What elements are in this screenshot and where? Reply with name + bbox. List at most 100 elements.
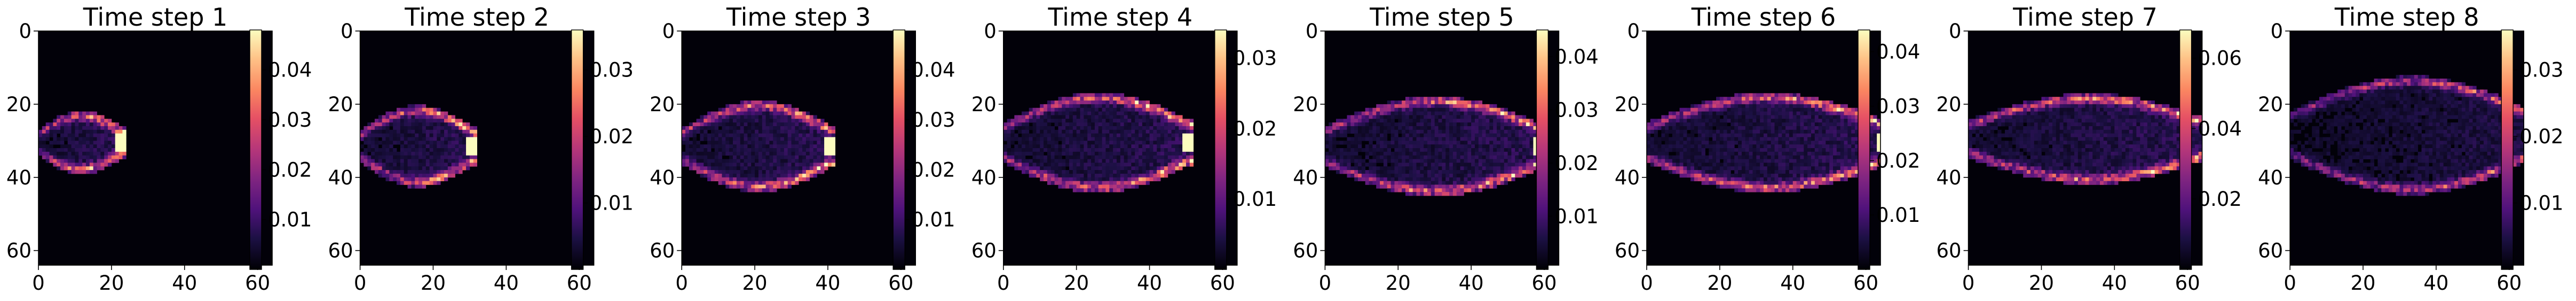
heatmap-cell	[1434, 141, 1439, 145]
heatmap-cell	[1124, 173, 1128, 178]
heatmap-cell	[1398, 119, 1402, 123]
heatmap-cell	[108, 155, 112, 159]
heatmap-cell	[1044, 166, 1048, 171]
heatmap-cell	[1124, 151, 1128, 156]
heatmap-cell	[437, 122, 441, 127]
heatmap-cell	[1105, 184, 1110, 189]
heatmap-cell	[371, 163, 375, 167]
heatmap-cell	[1380, 122, 1384, 127]
heatmap-cell	[1164, 144, 1168, 149]
heatmap-cell	[777, 115, 781, 119]
heatmap-cell	[1489, 144, 1494, 149]
heatmap-cell	[1054, 129, 1058, 134]
heatmap-cell	[1500, 122, 1505, 127]
heatmap-cell	[1076, 119, 1080, 123]
heatmap-cell	[385, 122, 390, 127]
heatmap-cell	[122, 129, 127, 134]
heatmap-cell	[1485, 166, 1490, 171]
heatmap-cell	[1449, 181, 1453, 185]
heatmap-cell	[1050, 141, 1055, 145]
heatmap-cell	[769, 144, 773, 149]
heatmap-cell	[378, 148, 383, 152]
heatmap-cell	[1036, 122, 1040, 127]
heatmap-cell	[710, 129, 715, 134]
heatmap-cell	[1661, 166, 1665, 171]
heatmap-cell	[404, 133, 408, 137]
heatmap-cell	[1412, 129, 1417, 134]
heatmap-cell	[1179, 166, 1183, 171]
heatmap-cell	[60, 141, 65, 145]
heatmap-cell	[1127, 101, 1132, 105]
heatmap-cell	[1482, 181, 1486, 185]
heatmap-cell	[1679, 148, 1684, 152]
heatmap-cell	[60, 159, 65, 163]
heatmap-cell	[747, 133, 752, 137]
heatmap-cell	[736, 111, 741, 115]
heatmap-cell	[736, 163, 741, 167]
heatmap-cell	[1076, 93, 1080, 97]
heatmap-cell	[118, 144, 123, 149]
heatmap-cell	[1124, 148, 1128, 152]
heatmap-cell	[744, 170, 748, 174]
heatmap-cell	[1164, 133, 1168, 137]
heatmap-cell	[1402, 148, 1406, 152]
heatmap-cell	[1657, 155, 1662, 159]
heatmap-cell	[1167, 119, 1172, 123]
heatmap-cell	[1387, 122, 1391, 127]
heatmap-cell	[404, 111, 408, 115]
heatmap-cell	[1113, 101, 1117, 105]
heatmap-cell	[57, 122, 61, 127]
heatmap-cell	[1657, 163, 1662, 167]
heatmap-cell	[411, 133, 415, 137]
heatmap-cell	[1139, 111, 1143, 115]
colorbar-tick-label: 0.02	[911, 158, 955, 181]
heatmap-cell	[1044, 129, 1048, 134]
heatmap-cell	[1760, 133, 1764, 137]
heatmap-cell	[1354, 155, 1358, 159]
heatmap-cell	[1357, 159, 1362, 163]
heatmap-cell	[1102, 97, 1106, 101]
heatmap-cell	[1084, 115, 1088, 119]
heatmap-cell	[707, 133, 712, 137]
heatmap-cell	[1105, 97, 1110, 101]
heatmap-cell	[1182, 133, 1187, 137]
heatmap-cell	[802, 173, 807, 178]
heatmap-cell	[1701, 111, 1705, 115]
heatmap-cell	[1032, 107, 1037, 112]
heatmap-cell	[1760, 148, 1764, 152]
heatmap-cell	[1416, 126, 1420, 130]
heatmap-cell	[1376, 155, 1380, 159]
heatmap-cell	[733, 177, 737, 181]
heatmap-cell	[1131, 177, 1135, 181]
heatmap-cell	[744, 104, 748, 109]
heatmap-cell	[1497, 107, 1501, 112]
heatmap-cell	[447, 163, 452, 167]
heatmap-cell	[1390, 159, 1395, 163]
heatmap-cell	[1504, 151, 1508, 156]
heatmap-cell	[1489, 173, 1494, 178]
heatmap-cell	[736, 122, 741, 127]
heatmap-cell	[1420, 122, 1424, 127]
heatmap-cell	[1409, 119, 1413, 123]
heatmap-cell	[1694, 137, 1698, 141]
heatmap-cell	[1091, 126, 1095, 130]
heatmap-cell	[1357, 129, 1362, 134]
heatmap-cell	[1456, 115, 1461, 119]
heatmap-cell	[411, 107, 415, 112]
heatmap-cell	[1504, 133, 1508, 137]
heatmap-cell	[1383, 129, 1388, 134]
heatmap-cell	[1029, 159, 1033, 163]
heatmap-cell	[1120, 177, 1125, 181]
heatmap-cell	[765, 148, 770, 152]
heatmap-cell	[64, 151, 68, 156]
heatmap-cell	[710, 163, 715, 167]
heatmap-cell	[1485, 155, 1490, 159]
heatmap-cell	[1069, 119, 1073, 123]
heatmap-cell	[1529, 129, 1534, 134]
heatmap-cell	[382, 159, 386, 163]
heatmap-cell	[1679, 137, 1684, 141]
heatmap-cell	[422, 111, 426, 115]
heatmap-cell	[85, 122, 90, 127]
heatmap-cell	[1080, 137, 1084, 141]
heatmap-cell	[1485, 177, 1490, 181]
